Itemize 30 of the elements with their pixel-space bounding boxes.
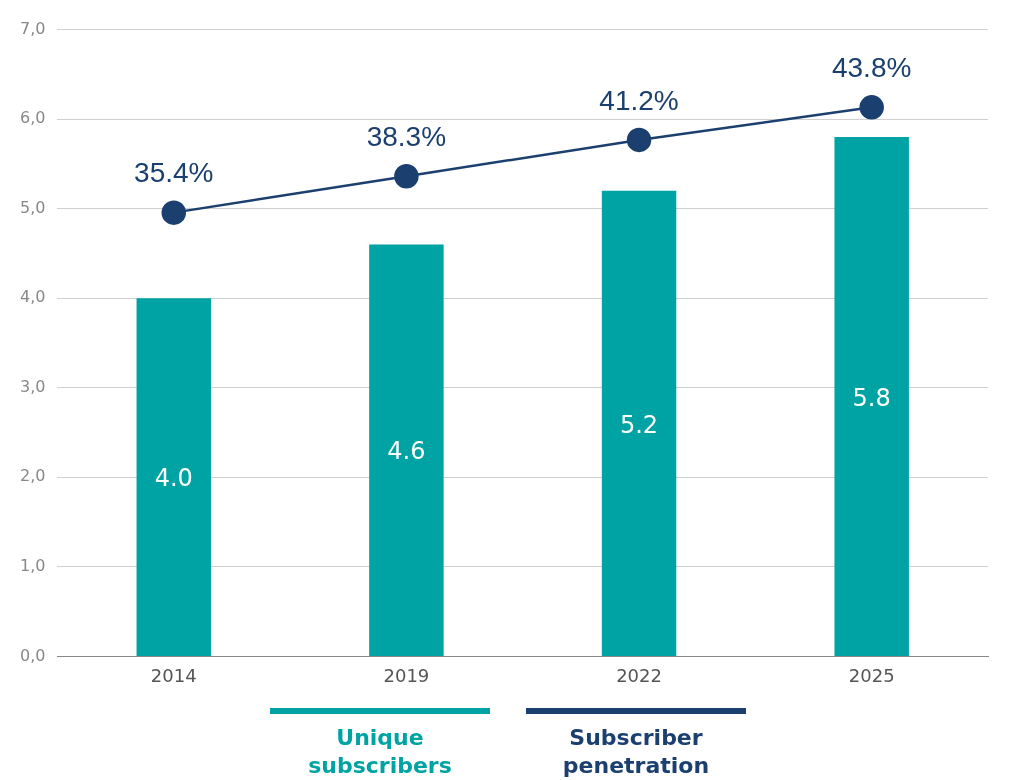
- data-label: 38.3%: [366, 120, 447, 152]
- data-label: 41.2%: [599, 84, 679, 116]
- bar: [136, 298, 211, 656]
- data-label: 5.8: [852, 383, 891, 412]
- point: [626, 127, 652, 153]
- bar: [834, 137, 909, 656]
- y-tick-label: 3,0: [19, 376, 46, 396]
- y-tick-label: 4,0: [19, 287, 46, 307]
- y-tick-label: 5,0: [19, 197, 46, 217]
- x-tick-label: 2014: [150, 664, 197, 686]
- x-tick-label: 2019: [383, 664, 430, 686]
- y-tick-label: 7,0: [19, 18, 46, 38]
- data-label: 4.6: [387, 437, 426, 466]
- text: Subscriber penetration: [561, 724, 711, 780]
- point: [859, 95, 884, 120]
- y-tick-label: 2,0: [19, 466, 46, 486]
- data-label: 43.8%: [831, 52, 912, 84]
- point: [394, 164, 419, 189]
- bar: [601, 190, 677, 656]
- bar: [369, 244, 444, 656]
- y-tick-label: 6,0: [19, 108, 46, 128]
- x-tick-label: 2025: [848, 664, 895, 686]
- x-tick-label: 2022: [616, 664, 662, 686]
- data-label: 35.4%: [134, 157, 214, 189]
- y-tick-label: 1,0: [19, 556, 46, 576]
- y-tick-label: 0,0: [19, 645, 46, 665]
- text: Unique subscribers: [307, 724, 453, 780]
- data-label: 4.0: [154, 464, 193, 493]
- data-label: 5.2: [619, 410, 659, 439]
- point: [161, 200, 187, 225]
